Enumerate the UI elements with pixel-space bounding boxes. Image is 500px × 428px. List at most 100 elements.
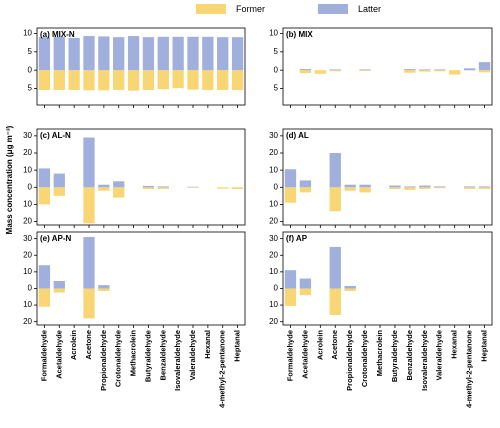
y-tick-label: 20 <box>23 250 32 259</box>
x-tick-label: Acetaldehyde <box>54 330 63 379</box>
y-tick-label: 30 <box>23 234 32 243</box>
bar <box>404 70 416 73</box>
bar <box>299 70 312 74</box>
bar <box>83 236 95 289</box>
y-tick-label: 20 <box>269 250 278 259</box>
bar <box>404 69 416 71</box>
x-tick-label: Propionaldehyde <box>99 330 108 391</box>
bar <box>299 278 312 289</box>
bar <box>53 70 65 90</box>
bar <box>478 70 491 73</box>
bar <box>329 246 341 289</box>
bar <box>284 187 297 203</box>
bar <box>231 187 244 189</box>
bar <box>83 70 95 91</box>
bar <box>419 185 431 188</box>
panel-title: (a) MIX-N <box>40 30 75 39</box>
bar <box>98 187 110 191</box>
y-tick-label: 5 <box>28 84 33 93</box>
y-tick-label: 10 <box>23 200 32 209</box>
bar <box>83 187 95 224</box>
bar <box>299 180 312 188</box>
bar <box>329 153 341 188</box>
bar <box>344 285 356 289</box>
x-tick-label: Crotonaldehyde <box>360 330 369 387</box>
bar <box>38 168 51 188</box>
panel-frame <box>282 231 493 326</box>
panel-frame <box>36 128 246 226</box>
bar <box>389 187 401 189</box>
y-tick-label: 5 <box>274 47 279 56</box>
bar <box>434 69 446 71</box>
bar <box>83 137 95 188</box>
panel-title: (f) AP <box>286 234 308 243</box>
bar <box>142 187 155 189</box>
y-tick-label: 0 <box>28 284 33 293</box>
y-tick-label: 20 <box>23 217 32 226</box>
y-axis-label: Mass concentration (μg m⁻³) <box>5 125 14 234</box>
bar <box>53 280 65 289</box>
bar <box>68 37 80 71</box>
bar <box>329 187 341 212</box>
x-tick-label: Valeraldehyde <box>435 330 444 380</box>
x-tick-label: Formaldehyde <box>285 330 294 381</box>
x-tick-label: Heptanal <box>233 330 242 362</box>
bar <box>113 187 125 198</box>
bar <box>449 70 461 75</box>
bar <box>419 187 431 189</box>
bar <box>299 288 312 296</box>
bar <box>83 36 95 71</box>
bar <box>157 36 169 71</box>
y-tick-label: 0 <box>274 65 279 74</box>
x-tick-label: Crotonaldehyde <box>114 330 123 387</box>
x-tick-label: Valeraldehyde <box>188 330 197 380</box>
bar <box>284 169 297 188</box>
bar <box>217 70 229 90</box>
bar <box>142 37 155 71</box>
y-tick-label: 0 <box>274 284 279 293</box>
bar <box>299 69 312 71</box>
x-tick-label: Formaldehyde <box>39 330 48 381</box>
bar <box>127 36 140 71</box>
bar <box>284 288 297 306</box>
x-tick-label: Acetone <box>84 330 93 360</box>
x-tick-label: Acetone <box>330 330 339 360</box>
panel-title: (c) AL-N <box>40 131 71 140</box>
x-tick-label: Propionaldehyde <box>345 330 354 391</box>
bar <box>83 288 95 319</box>
bar <box>434 187 446 189</box>
bar <box>187 36 199 71</box>
x-tick-label: 4-methyl-2-pentanone <box>218 330 227 408</box>
panel-title: (b) MIX <box>286 30 313 39</box>
y-tick-label: 10 <box>23 267 32 276</box>
bar <box>53 36 65 71</box>
bar <box>113 37 125 71</box>
panel-frame <box>36 231 246 326</box>
x-tick-label: Isovaleraldehyde <box>173 330 182 391</box>
bar <box>38 187 51 205</box>
y-tick-label: 10 <box>23 300 32 309</box>
bar <box>231 70 244 90</box>
bar <box>68 70 80 90</box>
x-tick-label: Benzaldehyde <box>158 330 167 380</box>
y-tick-label: 10 <box>23 165 32 174</box>
bar <box>53 173 65 188</box>
bar <box>217 187 229 189</box>
bar <box>53 187 65 196</box>
bar <box>187 70 199 90</box>
y-tick-label: 30 <box>23 131 32 140</box>
bar <box>113 70 125 90</box>
bar <box>38 288 51 307</box>
bar <box>284 270 297 289</box>
bar <box>231 37 244 71</box>
x-tick-label: Acrolein <box>315 330 324 360</box>
bar <box>329 69 341 71</box>
y-tick-label: 20 <box>269 148 278 157</box>
panel-frame <box>282 27 493 106</box>
bar <box>389 185 401 188</box>
bar <box>344 187 356 191</box>
y-tick-label: 20 <box>269 317 278 326</box>
x-tick-label: Benzaldehyde <box>405 330 414 380</box>
bar <box>463 187 476 189</box>
y-tick-label: 20 <box>23 317 32 326</box>
